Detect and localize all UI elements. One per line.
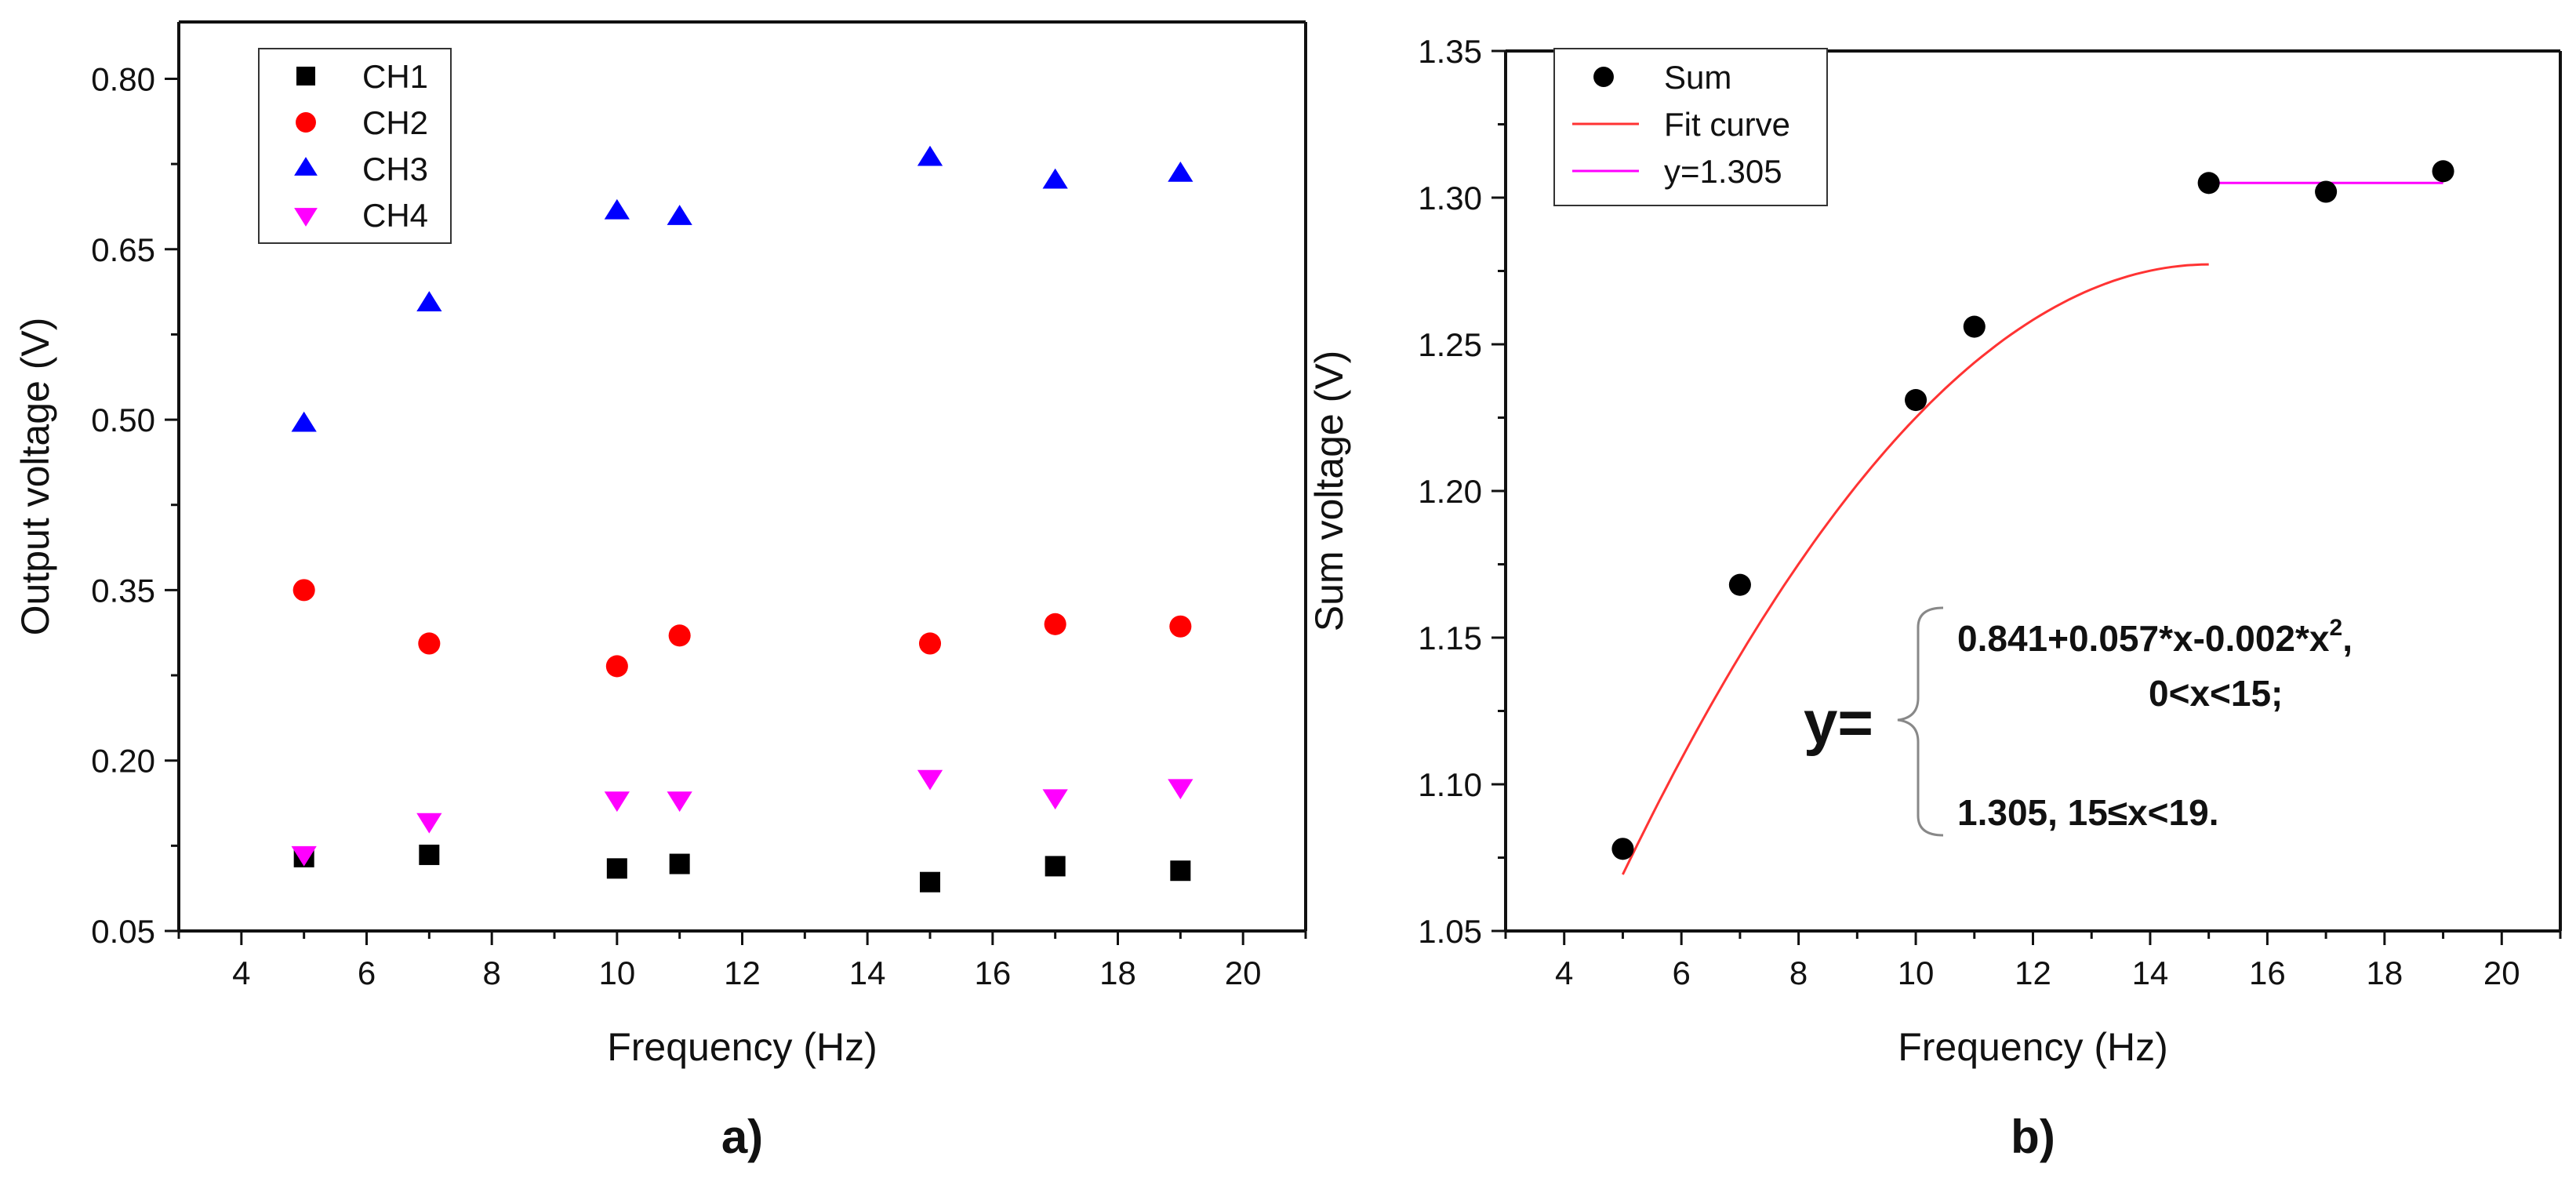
legend-marker-ch3: [294, 157, 318, 176]
y-axis-title: Sum voltage (V): [1307, 351, 1351, 631]
y-tick-label: 1.30: [1418, 180, 1482, 216]
sum-point: [1728, 573, 1751, 596]
chart-b: 4 6 8 10 12 14 16 18 20 1.05 1.10 1.15 1.20 1.25 1.30 1…: [1307, 33, 2562, 1163]
x-tick-label: 4: [1555, 954, 1573, 991]
legend-label-sum: Sum: [1664, 59, 1731, 96]
ch1-point: [1045, 856, 1066, 877]
ch2-point: [418, 632, 441, 655]
equation-lhs: y=: [1804, 688, 1873, 757]
y-tick-label: 0.20: [91, 743, 155, 780]
y-tick-label: 0.50: [91, 402, 155, 438]
x-tick-label: 12: [2015, 954, 2051, 991]
y-tick-label: 1.25: [1418, 326, 1482, 363]
y-tick-label: 1.15: [1418, 620, 1482, 656]
sum-point: [1611, 838, 1634, 860]
ch3-point: [291, 411, 317, 432]
legend-box: [258, 48, 452, 244]
legend-marker-ch2: [296, 112, 316, 133]
ch3-point: [917, 145, 943, 166]
chart-a: 4 6 8 10 12 14 16 18 20 0.05 0.20 0.35 0.50 0.65 0.80 F…: [13, 20, 1307, 1163]
y-tick-label: 0.05: [91, 913, 155, 950]
sum-point: [1905, 389, 1927, 412]
sum-point: [2432, 160, 2454, 183]
x-tick-label: 10: [598, 954, 635, 991]
equation-line-1-end: ,: [2342, 618, 2353, 659]
ch2-point: [918, 632, 942, 655]
ch4-point: [291, 845, 317, 867]
x-tick-label: 10: [1898, 954, 1935, 991]
x-tick-label: 16: [2249, 954, 2286, 991]
ch3-point: [667, 205, 692, 225]
x-tick-label: 12: [724, 954, 761, 991]
y-tick-label: 1.20: [1418, 473, 1482, 510]
y-axis-title: Output voltage (V): [13, 318, 57, 636]
ch1-point: [669, 853, 690, 874]
equation-line-1: 0.841+0.057*x-0.002*x2,: [1957, 615, 2353, 659]
ch3-point: [1042, 168, 1068, 189]
legend-label-line: y=1.305: [1664, 153, 1782, 190]
equation-line-1-exponent: 2: [2330, 615, 2343, 641]
ch4-point: [667, 791, 692, 813]
legend-marker-ch4: [294, 208, 318, 227]
y-tick-label: 0.35: [91, 572, 155, 609]
ch4-point: [604, 791, 630, 813]
legend-label-ch4: CH4: [362, 197, 428, 234]
x-tick-label: 4: [232, 954, 250, 991]
legend-label-line: Fit curve: [1664, 106, 1790, 143]
x-tick-label: 20: [1225, 954, 1262, 991]
ch4-point: [416, 813, 442, 834]
x-tick-label: 18: [2366, 954, 2403, 991]
ch2-point: [605, 655, 628, 678]
x-tick-label: 14: [2132, 954, 2169, 991]
ch2-point: [292, 579, 315, 602]
ch3-point: [416, 291, 442, 311]
x-tick-label: 18: [1099, 954, 1136, 991]
ch2-point: [1044, 613, 1066, 635]
y-tick-label: 0.80: [91, 60, 155, 97]
sum-point: [1963, 315, 1986, 338]
ch1-point: [606, 858, 627, 879]
ch4-point: [1042, 789, 1068, 810]
ch3-point: [604, 198, 630, 220]
ch4-point: [1168, 779, 1194, 800]
legend-marker-ch1: [296, 67, 315, 85]
ch4-point: [917, 769, 943, 791]
y-tick-label: 0.65: [91, 231, 155, 268]
x-axis-title: Frequency (Hz): [607, 1025, 877, 1069]
x-tick-label: 6: [1672, 954, 1690, 991]
ch1-point: [1170, 860, 1191, 882]
legend-label-ch2: CH2: [362, 104, 428, 141]
y-tick-label: 1.35: [1418, 33, 1482, 70]
x-tick-label: 8: [482, 954, 500, 991]
x-tick-label: 6: [358, 954, 376, 991]
y-tick-label: 1.05: [1418, 913, 1482, 950]
legend-label-ch1: CH1: [362, 58, 428, 95]
equation-line-3: 1.305, 15≤x<19.: [1957, 792, 2218, 833]
x-tick-label: 16: [974, 954, 1011, 991]
ch2-point: [668, 624, 691, 647]
x-axis-title: Frequency (Hz): [1898, 1025, 2168, 1069]
panel-label: a): [721, 1111, 763, 1163]
x-tick-label: 20: [2483, 954, 2520, 991]
equation-line-2: 0<x<15;: [2149, 673, 2283, 714]
ch3-point: [1168, 162, 1194, 182]
ch2-point: [1169, 615, 1192, 638]
legend-marker-sum: [1593, 67, 1614, 87]
x-tick-label: 8: [1789, 954, 1808, 991]
y-tick-label: 1.10: [1418, 766, 1482, 803]
equation-brace: [1897, 606, 1944, 837]
x-tick-label: 14: [849, 954, 886, 991]
ch1-point: [419, 844, 440, 865]
panel-label: b): [2011, 1111, 2055, 1163]
equation-line-1-main: 0.841+0.057*x-0.002*x: [1957, 618, 2330, 659]
legend-label-ch3: CH3: [362, 151, 428, 187]
fit-curve-line: [1622, 263, 2209, 875]
sum-point: [2197, 172, 2220, 195]
sum-point: [2315, 180, 2338, 203]
ch1-point: [920, 871, 940, 893]
